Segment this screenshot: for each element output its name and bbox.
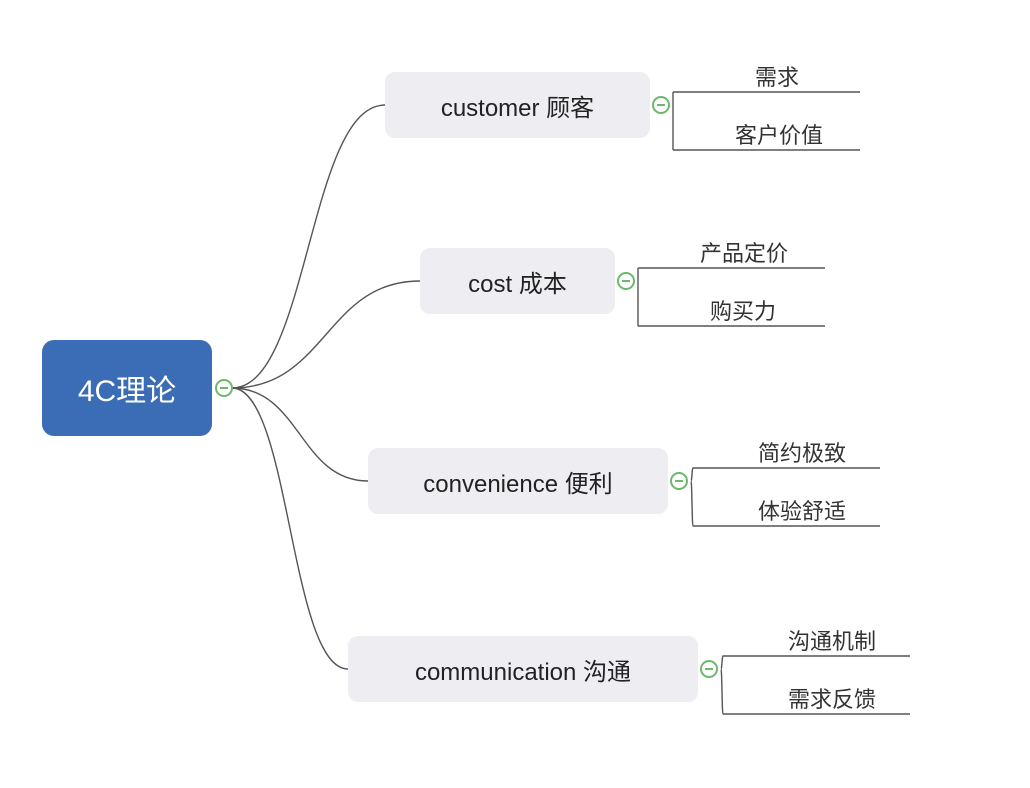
branch-label: convenience 便利 [423,464,612,499]
branch-node-2[interactable]: convenience 便利 [368,448,668,514]
leaf-node[interactable]: 需求 [755,60,799,92]
branch-label: communication 沟通 [415,652,631,687]
branch-label: customer 顾客 [441,88,594,123]
leaf-node[interactable]: 购买力 [710,294,776,326]
root-label: 4C理论 [78,366,176,410]
leaf-node[interactable]: 需求反馈 [788,682,876,714]
branch-collapse-button[interactable] [652,96,670,114]
leaf-node[interactable]: 体验舒适 [758,494,846,526]
branch-collapse-button[interactable] [617,272,635,290]
root-node[interactable]: 4C理论 [42,340,212,436]
root-collapse-button[interactable] [215,379,233,397]
branch-collapse-button[interactable] [700,660,718,678]
leaf-node[interactable]: 产品定价 [700,236,788,268]
branch-node-1[interactable]: cost 成本 [420,248,615,314]
branch-label: cost 成本 [468,264,567,299]
leaf-node[interactable]: 客户价值 [735,118,823,150]
branch-collapse-button[interactable] [670,472,688,490]
leaf-node[interactable]: 沟通机制 [788,624,876,656]
leaf-node[interactable]: 简约极致 [758,436,846,468]
branch-node-0[interactable]: customer 顾客 [385,72,650,138]
branch-node-3[interactable]: communication 沟通 [348,636,698,702]
mindmap-canvas: 4C理论 customer 顾客 需求客户价值 cost 成本 产品定价购买力 conv… [0,0,1030,788]
